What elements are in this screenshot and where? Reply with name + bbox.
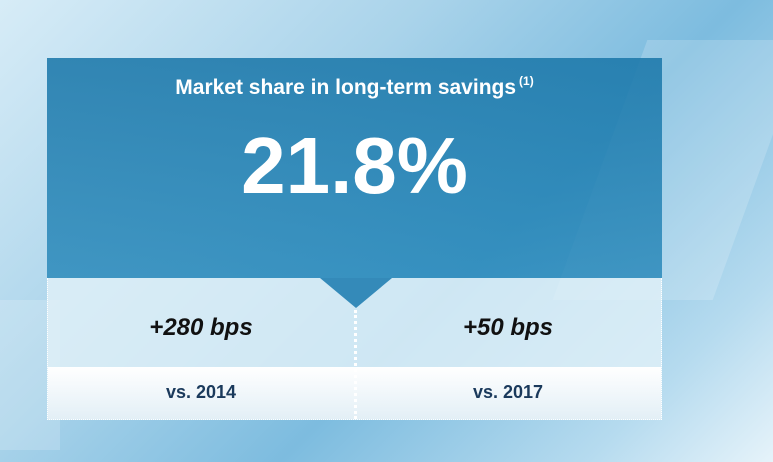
headline-panel: Market share in long-term savings (1) 21.… (47, 58, 662, 278)
change-value: +280 bps (149, 314, 253, 341)
title: Market share in long-term savings (1) (47, 74, 662, 100)
pointer (320, 278, 392, 308)
divider (354, 310, 357, 419)
title-text: Market share in long-term savings (175, 76, 517, 99)
period-label: vs. 2014 (165, 382, 237, 402)
footnote-marker: (1) (519, 74, 534, 88)
headline-value: 21.8% (241, 121, 468, 210)
change-value: +50 bps (462, 314, 554, 341)
period-label: vs. 2017 (472, 382, 544, 402)
comparison-panel: +280 bps vs. 2014 +50 bps vs. 2017 (47, 278, 662, 420)
